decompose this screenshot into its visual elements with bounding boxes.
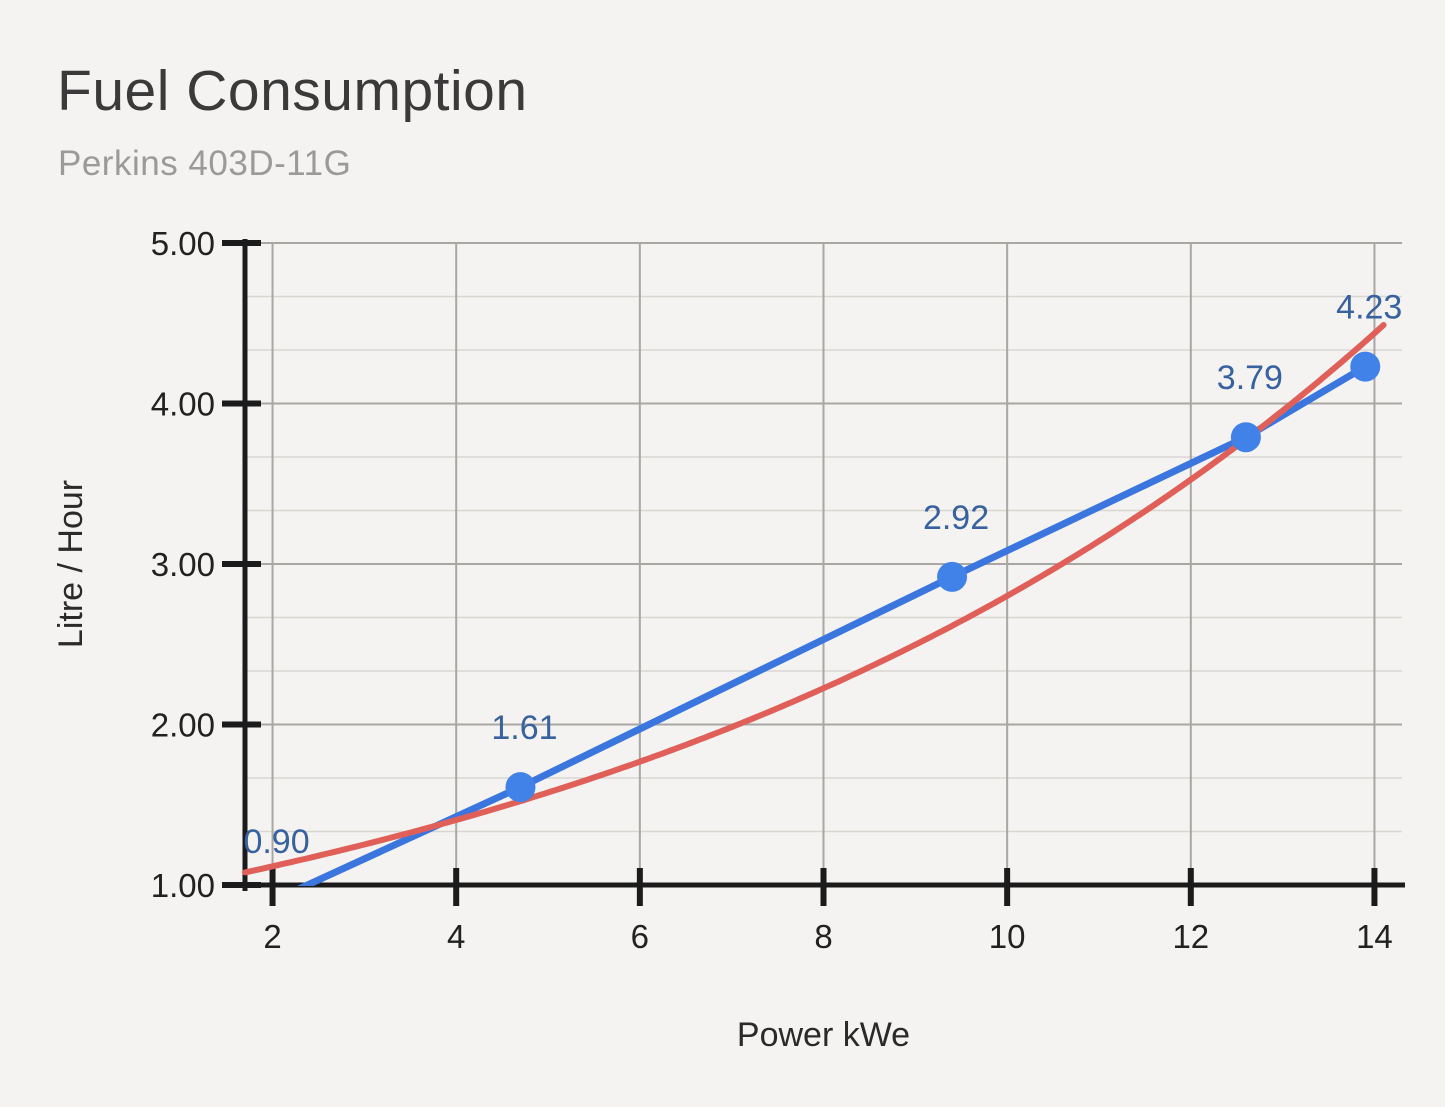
data-label: 1.61 [491,709,557,747]
series-line [296,363,1369,886]
data-point [937,561,968,592]
x-tick-label: 14 [1356,918,1393,955]
chart-title: Fuel Consumption [57,59,528,123]
data-label: 3.79 [1217,359,1283,397]
data-point [1350,351,1381,382]
x-axis-title: Power kWe [737,1016,910,1054]
data-label: 2.92 [923,499,989,537]
y-tick-label: 1.00 [151,867,215,904]
x-tick-label: 2 [263,918,281,955]
data-label: 0.90 [243,823,309,861]
data-point [1230,422,1261,453]
y-tick-label: 4.00 [151,386,215,423]
x-tick-label: 8 [814,918,832,955]
y-tick-label: 3.00 [151,546,215,583]
x-tick-label: 6 [631,918,649,955]
trendline [242,322,1387,876]
chart-subtitle: Perkins 403D-11G [58,144,352,183]
y-tick-label: 5.00 [151,225,215,262]
x-tick-label: 10 [989,918,1026,955]
y-axis-title: Litre / Hour [52,480,90,648]
x-tick-label: 12 [1172,918,1209,955]
x-tick-label: 4 [447,918,465,955]
data-label: 4.23 [1336,289,1402,327]
y-tick-label: 2.00 [151,707,215,744]
data-point [505,772,536,803]
